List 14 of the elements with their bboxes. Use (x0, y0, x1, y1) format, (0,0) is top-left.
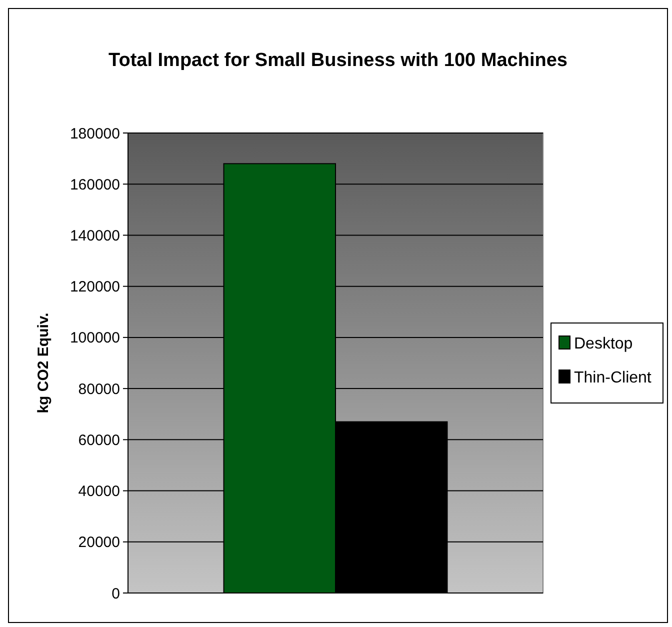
y-tick-label: 100000 (70, 330, 120, 347)
legend-label: Desktop (574, 336, 633, 353)
y-tick-label: 140000 (70, 227, 120, 244)
y-tick-label: 40000 (78, 483, 120, 500)
y-tick-label: 180000 (70, 125, 120, 142)
y-axis-title: kg CO2 Equiv. (35, 312, 52, 414)
y-tick-label: 160000 (70, 176, 120, 194)
legend-label: Thin-Client (574, 370, 652, 387)
y-tick-label: 60000 (78, 432, 120, 449)
y-tick-label: 80000 (78, 380, 120, 398)
y-tick-label: 0 (112, 585, 120, 602)
y-tick-label: 120000 (70, 278, 120, 296)
y-tick-label: 20000 (78, 534, 120, 552)
chart-title: Total Impact for Small Business with 100 Machines (108, 50, 568, 71)
